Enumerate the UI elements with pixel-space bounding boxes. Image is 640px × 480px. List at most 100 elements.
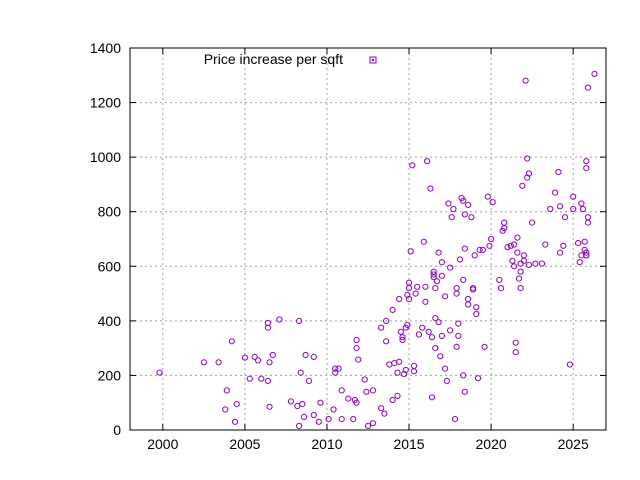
x-tick-label: 2005 — [229, 436, 260, 452]
data-point — [345, 395, 352, 402]
data-point — [156, 369, 163, 376]
data-point — [460, 372, 467, 379]
data-point — [509, 257, 516, 264]
data-point — [396, 358, 403, 365]
data-point — [522, 77, 529, 84]
data-point — [456, 256, 463, 263]
data-point — [591, 70, 598, 78]
legend: Price increase per sqft — [204, 51, 377, 67]
data-point — [520, 257, 528, 264]
x-tick-label: 2025 — [558, 436, 589, 452]
data-point — [315, 418, 322, 425]
data-point — [510, 241, 518, 248]
data-point — [310, 353, 317, 360]
data-point — [460, 197, 467, 204]
data-point — [409, 162, 416, 169]
data-point — [455, 320, 462, 327]
data-point — [461, 388, 468, 395]
data-point — [453, 290, 460, 297]
data-point — [542, 241, 549, 248]
data-point — [258, 375, 265, 382]
data-point — [369, 420, 376, 427]
data-point — [428, 334, 436, 341]
data-point — [519, 182, 526, 189]
data-point — [302, 351, 309, 359]
data-point — [529, 219, 536, 226]
data-point — [310, 411, 317, 419]
data-point — [438, 332, 445, 339]
data-point — [512, 349, 519, 356]
data-point — [575, 240, 582, 247]
data-point — [583, 249, 590, 256]
data-point — [514, 234, 521, 241]
data-point — [556, 249, 564, 256]
data-point — [496, 276, 503, 283]
data-point — [407, 248, 414, 255]
data-point — [488, 235, 495, 243]
data-point — [405, 279, 413, 286]
data-point — [287, 398, 294, 405]
data-point — [443, 377, 450, 384]
data-point — [266, 359, 273, 366]
y-tick-label: 600 — [98, 258, 122, 274]
x-tick-label: 2015 — [393, 436, 424, 452]
data-point — [566, 361, 574, 368]
data-point — [386, 361, 393, 368]
data-point — [465, 201, 472, 208]
data-point — [299, 401, 306, 408]
data-point — [402, 366, 409, 374]
data-point — [355, 356, 362, 363]
y-tick-label: 1000 — [90, 149, 121, 165]
x-tick-label: 2000 — [147, 436, 178, 452]
data-point — [399, 336, 406, 344]
data-point — [228, 338, 235, 345]
data-point — [412, 290, 419, 297]
data-point — [422, 283, 429, 290]
data-point — [512, 339, 519, 346]
data-point — [455, 332, 462, 339]
data-point — [254, 357, 262, 364]
data-point — [335, 365, 342, 372]
data-point — [264, 377, 271, 384]
data-point — [325, 416, 332, 423]
data-point — [404, 321, 411, 328]
data-point — [561, 214, 569, 221]
data-point — [350, 416, 357, 423]
data-point — [369, 387, 376, 394]
data-point — [473, 304, 480, 311]
data-point — [453, 285, 460, 292]
data-point — [524, 155, 531, 162]
data-point — [381, 410, 388, 417]
data-point — [560, 242, 567, 249]
data-point — [432, 345, 439, 352]
data-point — [486, 242, 493, 249]
data-point — [233, 401, 240, 408]
data-point — [555, 169, 562, 176]
data-point — [427, 185, 434, 192]
data-point — [556, 203, 564, 210]
data-point — [552, 189, 559, 196]
axis-ticks: 2000 2005 2010 2015 2020 2025 0 200 400 600 800 100… — [90, 40, 606, 452]
data-point — [481, 343, 488, 350]
data-point — [430, 268, 437, 275]
y-tick-label: 0 — [113, 422, 121, 438]
data-point — [297, 369, 304, 376]
data-point — [338, 387, 345, 394]
data-point — [422, 298, 429, 305]
data-point — [447, 264, 454, 271]
data-point — [583, 252, 590, 259]
data-point — [215, 359, 222, 366]
data-point — [453, 343, 460, 350]
data-point — [241, 354, 248, 361]
data-point — [471, 252, 478, 259]
data-point — [578, 200, 585, 207]
data-point — [353, 336, 360, 344]
legend-marker-dot — [371, 58, 375, 62]
data-point — [468, 214, 475, 221]
data-point — [520, 252, 528, 259]
data-point — [489, 199, 496, 206]
data-point — [435, 249, 442, 256]
data-point — [410, 362, 418, 369]
data-point — [476, 246, 483, 253]
